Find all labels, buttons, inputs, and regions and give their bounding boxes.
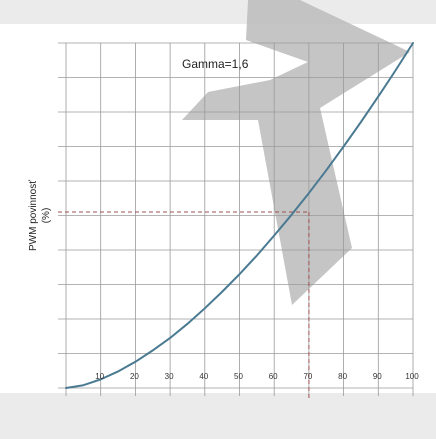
- x-tick-label: 10: [95, 372, 104, 381]
- x-tick-label: 20: [130, 372, 139, 381]
- x-tick-label: 80: [338, 372, 347, 381]
- reference-lines: [58, 211, 310, 400]
- gamma-annotation: Gamma=1,6: [182, 57, 249, 71]
- x-tick-label: 70: [303, 372, 312, 381]
- watermark-logo: [182, 0, 410, 305]
- y-axis-unit-label: (%): [41, 208, 52, 224]
- series-line-0: [65, 42, 414, 389]
- series: [65, 42, 414, 389]
- x-tick-label: 60: [269, 372, 278, 381]
- x-tick-label: 90: [373, 372, 382, 381]
- y-axis-label: PWM povinnosť: [28, 180, 39, 251]
- grid: [58, 42, 414, 396]
- labels: 10 20 30 40 50 60 70 80 90 100 Gamma=1,6 PWM povinn…: [28, 57, 419, 381]
- x-tick-label: 50: [234, 372, 243, 381]
- x-tick-label: 40: [199, 372, 208, 381]
- x-tick-label: 30: [165, 372, 174, 381]
- watermark-shape: [182, 0, 410, 305]
- x-tick-label: 100: [405, 372, 419, 381]
- plot-area: [0, 24, 436, 393]
